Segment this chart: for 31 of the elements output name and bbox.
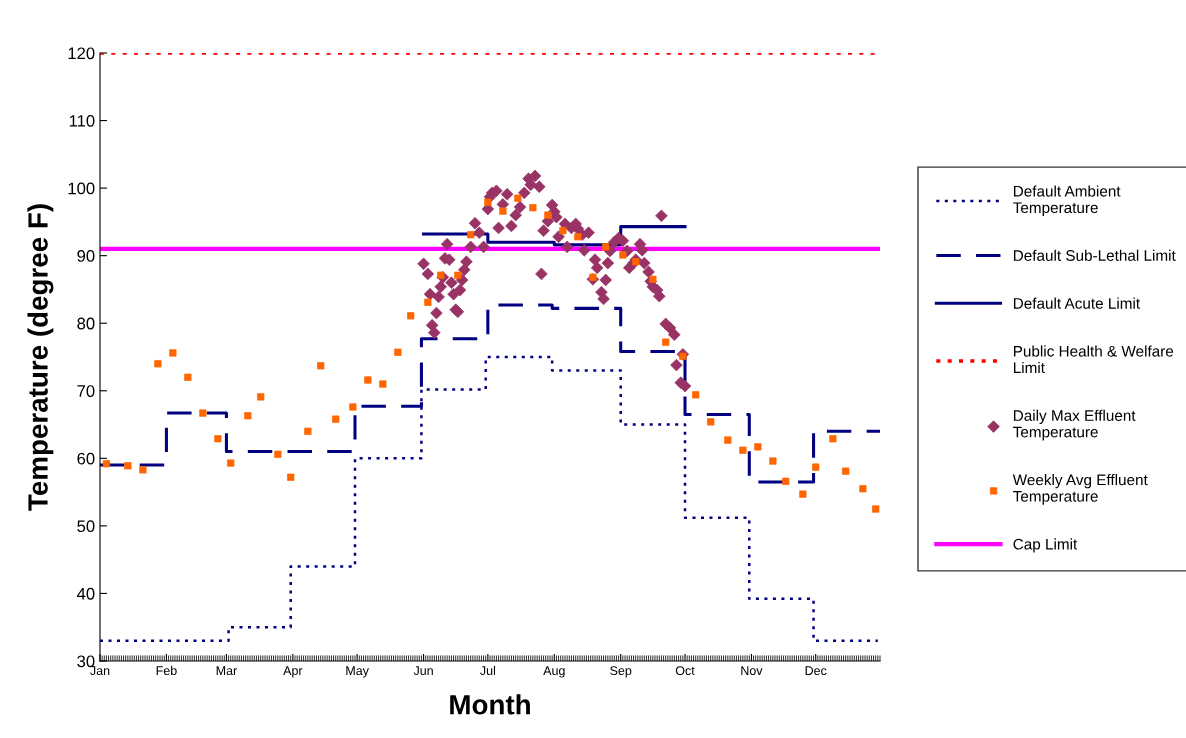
y-tick-label: 50: [77, 520, 95, 533]
x-tick-label: Mar: [216, 666, 237, 676]
legend-label: Default Sub-Lethal Limit: [1013, 249, 1176, 261]
legend-label: Daily Max Effluent Temperature: [1013, 409, 1136, 441]
y-tick-label: 120: [68, 47, 95, 60]
y-tick-label: 90: [77, 250, 95, 262]
x-tick-label: Sep: [610, 666, 632, 678]
y-tick-label: 30: [77, 655, 95, 668]
x-tick-label: Dec: [805, 666, 827, 676]
x-tick-label: Feb: [156, 665, 177, 676]
x-tick-label: May: [346, 666, 369, 678]
y-tick-label: 70: [77, 385, 95, 397]
y-tick-label: 110: [69, 114, 95, 127]
legend-label: Public Health & Welfare Limit: [1013, 345, 1174, 374]
y-tick-label: 40: [76, 587, 95, 600]
x-tick-label: Jul: [480, 665, 496, 676]
y-tick-label: 80: [77, 317, 95, 330]
x-tick-label: Aug: [543, 666, 565, 678]
x-tick-label: Jan: [90, 666, 110, 676]
x-tick-label: Nov: [741, 666, 763, 676]
y-tick-label: 100: [68, 182, 95, 195]
x-tick-label: Oct: [675, 666, 695, 676]
x-tick-label: Apr: [283, 666, 303, 678]
y-tick-label: 60: [77, 452, 95, 465]
y-axis-title: Temperature (degree F): [27, 204, 54, 511]
x-axis-title: Month: [450, 694, 530, 715]
legend-label: Cap Limit: [1013, 538, 1078, 553]
legend-label: Default Ambient Temperature: [1013, 185, 1121, 217]
legend-label: Weekly Avg Effluent Temperature: [1012, 474, 1148, 505]
legend-label: Default Acute Limit: [1013, 297, 1140, 309]
x-tick-label: Jun: [413, 666, 433, 676]
